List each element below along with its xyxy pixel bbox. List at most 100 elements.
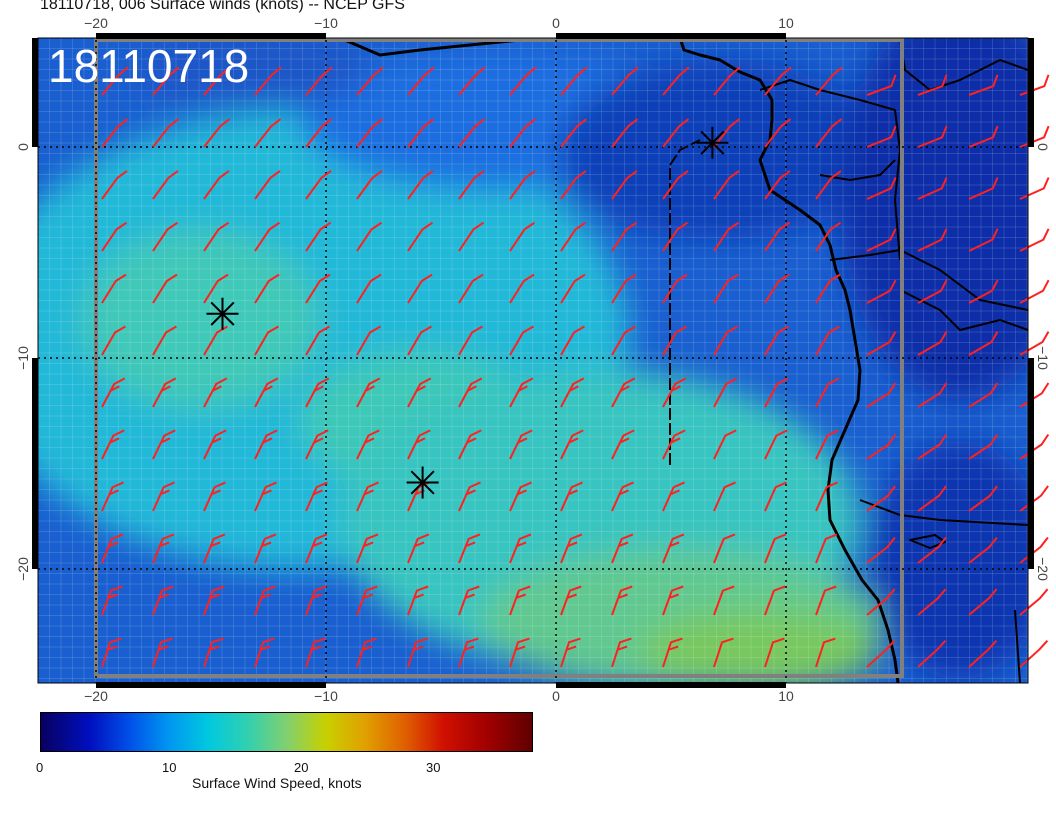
wind-barb	[152, 221, 179, 252]
wind-barb	[713, 637, 734, 668]
wind-barb	[407, 585, 429, 616]
wind-barb	[866, 640, 896, 668]
wind-barb	[152, 637, 173, 668]
wind-barb	[152, 585, 174, 616]
wind-barb	[305, 585, 327, 616]
wind-barb	[1019, 640, 1049, 668]
wind-barb	[866, 228, 897, 252]
wind-barb	[254, 118, 282, 148]
wind-barb	[764, 118, 792, 148]
wind-barb	[407, 66, 435, 96]
wind-barb	[968, 433, 999, 460]
wind-barb	[713, 66, 741, 96]
wind-barb	[866, 433, 897, 460]
wind-barb	[152, 429, 176, 460]
wind-barb	[968, 382, 999, 408]
wind-barb	[764, 585, 786, 616]
wind-barb	[203, 533, 226, 564]
wind-barb	[305, 637, 326, 668]
wind-barb	[305, 325, 330, 356]
wind-barb	[101, 118, 129, 148]
wind-barb	[968, 74, 999, 96]
wind-barb	[356, 66, 384, 96]
wind-barb	[560, 377, 585, 408]
y-tick-left: −10	[15, 346, 31, 370]
wind-barb	[203, 170, 230, 200]
wind-barb	[611, 481, 634, 512]
wind-barb	[968, 279, 999, 304]
wind-barb	[254, 170, 281, 200]
wind-barb	[917, 125, 948, 148]
storm-markers	[206, 126, 729, 499]
wind-barb	[611, 66, 639, 96]
wind-barb	[815, 533, 838, 564]
wind-barb	[611, 429, 635, 460]
wind-barb	[152, 325, 177, 356]
wind-barb	[764, 221, 791, 252]
wind-barb	[152, 481, 175, 512]
wind-barb	[662, 325, 687, 356]
wind-barb	[305, 533, 328, 564]
wind-barb	[560, 637, 581, 668]
colorbar-tick: 10	[162, 760, 177, 775]
wind-barb	[866, 279, 897, 304]
wind-barb	[407, 170, 434, 200]
wind-barb	[560, 221, 587, 252]
frame-ticks	[32, 33, 1034, 688]
wind-barb	[662, 585, 684, 616]
wind-barb	[203, 429, 227, 460]
colorbar-tick: 0	[36, 760, 44, 775]
wind-barb	[815, 118, 843, 148]
wind-barb	[305, 118, 333, 148]
graticule	[38, 40, 1028, 683]
x-tick-bottom: −10	[314, 688, 338, 704]
wind-barb	[968, 485, 998, 512]
wind-barb	[560, 533, 583, 564]
wind-barb	[560, 273, 586, 304]
y-tick-left: −20	[15, 557, 31, 581]
wind-barb	[458, 170, 485, 200]
wind-barb	[815, 377, 840, 408]
wind-barb	[713, 170, 740, 200]
wind-barb	[662, 429, 686, 460]
wind-barb	[713, 221, 740, 252]
wind-barb	[611, 325, 636, 356]
wind-barb	[1019, 536, 1049, 564]
wind-barb	[917, 640, 947, 668]
wind-barb	[866, 331, 897, 356]
wind-barb	[356, 533, 379, 564]
wind-barb	[203, 585, 225, 616]
wind-barb	[509, 221, 536, 252]
wind-barb	[917, 228, 948, 252]
wind-barb	[203, 325, 228, 356]
wind-barb	[560, 585, 582, 616]
wind-barb	[713, 325, 738, 356]
wind-barb	[866, 177, 897, 200]
wind-barb	[662, 377, 687, 408]
wind-barb	[458, 66, 486, 96]
wind-barb	[152, 170, 179, 200]
wind-barb	[764, 429, 788, 460]
wind-speed-field	[38, 38, 1028, 683]
wind-barb	[356, 325, 381, 356]
wind-barb	[254, 66, 282, 96]
wind-barb	[356, 377, 381, 408]
wind-barb	[611, 533, 634, 564]
wind-barb	[713, 533, 736, 564]
wind-barb	[866, 382, 897, 408]
time-stamp: 18110718	[48, 40, 249, 92]
wind-barb	[152, 273, 178, 304]
wind-barb	[407, 377, 432, 408]
wind-barb	[407, 637, 428, 668]
wind-barb	[815, 325, 840, 356]
wind-barb	[458, 221, 485, 252]
wind-barb	[509, 637, 530, 668]
wind-barb	[356, 429, 380, 460]
wind-barb	[764, 170, 791, 200]
colorbar-tick: 20	[294, 760, 309, 775]
wind-barb	[611, 637, 632, 668]
wind-barb	[101, 170, 128, 200]
wind-barb	[968, 331, 999, 356]
wind-barb	[509, 533, 532, 564]
wind-barb	[1019, 433, 1050, 460]
